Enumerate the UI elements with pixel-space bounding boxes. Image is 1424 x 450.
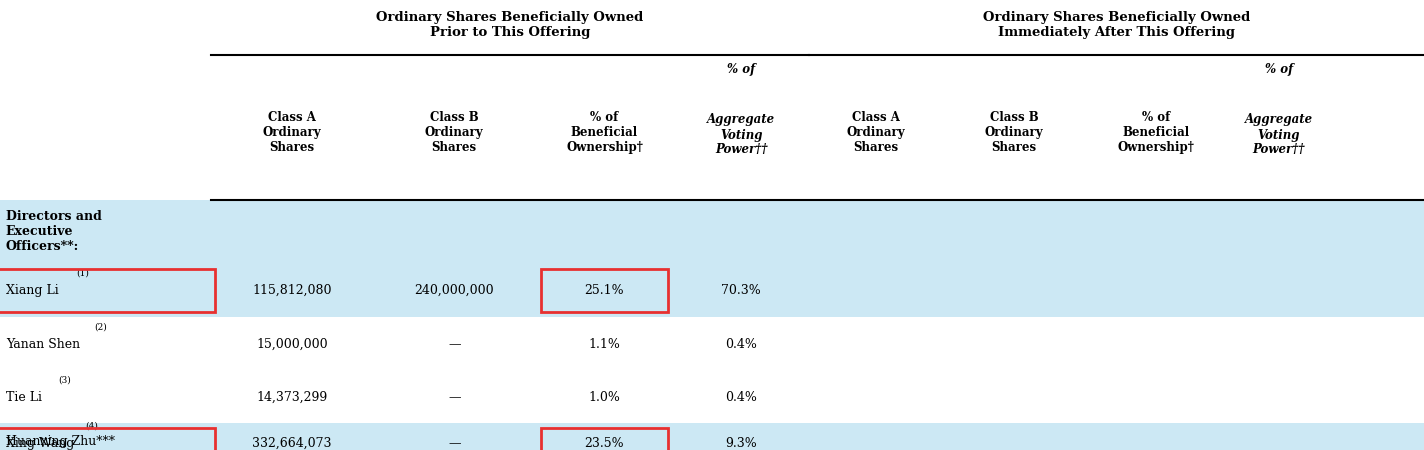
Text: % of: % of	[728, 63, 755, 76]
Text: —: —	[449, 437, 460, 450]
Text: Aggregate
Voting
Power††: Aggregate Voting Power††	[1245, 113, 1313, 157]
Text: 115,812,080: 115,812,080	[252, 284, 332, 297]
Text: (4): (4)	[85, 422, 98, 431]
Bar	[0, 371, 1424, 423]
Text: Directors and
Executive
Officers**:: Directors and Executive Officers**:	[6, 210, 101, 253]
Text: 332,664,073: 332,664,073	[252, 437, 332, 450]
Text: % of
Beneficial
Ownership†: % of Beneficial Ownership†	[1118, 111, 1195, 154]
Text: (2): (2)	[94, 323, 107, 332]
Text: 23.5%: 23.5%	[585, 437, 624, 450]
Text: 15,000,000: 15,000,000	[256, 338, 328, 351]
Text: Ordinary Shares Beneficially Owned
Immediately After This Offering: Ordinary Shares Beneficially Owned Immed…	[983, 11, 1250, 39]
Text: 1.1%: 1.1%	[588, 338, 621, 351]
Text: Class A
Ordinary
Shares: Class A Ordinary Shares	[846, 111, 906, 154]
Text: 240,000,000: 240,000,000	[414, 284, 494, 297]
Text: Class B
Ordinary
Shares: Class B Ordinary Shares	[984, 111, 1044, 154]
Text: 0.4%: 0.4%	[725, 338, 758, 351]
Text: 1.0%: 1.0%	[588, 391, 621, 404]
Text: 70.3%: 70.3%	[722, 284, 760, 297]
Text: % of: % of	[1265, 63, 1293, 76]
Text: Aggregate
Voting
Power††: Aggregate Voting Power††	[708, 113, 775, 157]
Text: Yanan Shen: Yanan Shen	[6, 338, 80, 351]
Text: 14,373,299: 14,373,299	[256, 391, 328, 404]
Text: % of
Beneficial
Ownership†: % of Beneficial Ownership†	[567, 111, 642, 154]
Text: —: —	[449, 391, 460, 404]
Bar	[0, 0, 1424, 200]
Text: Xing Wang: Xing Wang	[6, 437, 74, 450]
Text: 9.3%: 9.3%	[725, 437, 758, 450]
Text: Class B
Ordinary
Shares: Class B Ordinary Shares	[424, 111, 484, 154]
Text: (1): (1)	[77, 269, 90, 278]
Bar	[0, 200, 1424, 263]
Text: Huanxing Zhu***: Huanxing Zhu***	[6, 435, 115, 447]
Text: Ordinary Shares Beneficially Owned
Prior to This Offering: Ordinary Shares Beneficially Owned Prior…	[376, 11, 644, 39]
Bar	[0, 423, 1424, 450]
Text: Tie Li: Tie Li	[6, 391, 41, 404]
Bar	[0, 317, 1424, 371]
Text: Xiang Li: Xiang Li	[6, 284, 58, 297]
Text: —: —	[449, 338, 460, 351]
Bar	[0, 263, 1424, 317]
Text: (3): (3)	[58, 375, 71, 384]
Text: 25.1%: 25.1%	[585, 284, 624, 297]
Text: Class A
Ordinary
Shares: Class A Ordinary Shares	[262, 111, 322, 154]
Text: 0.4%: 0.4%	[725, 391, 758, 404]
